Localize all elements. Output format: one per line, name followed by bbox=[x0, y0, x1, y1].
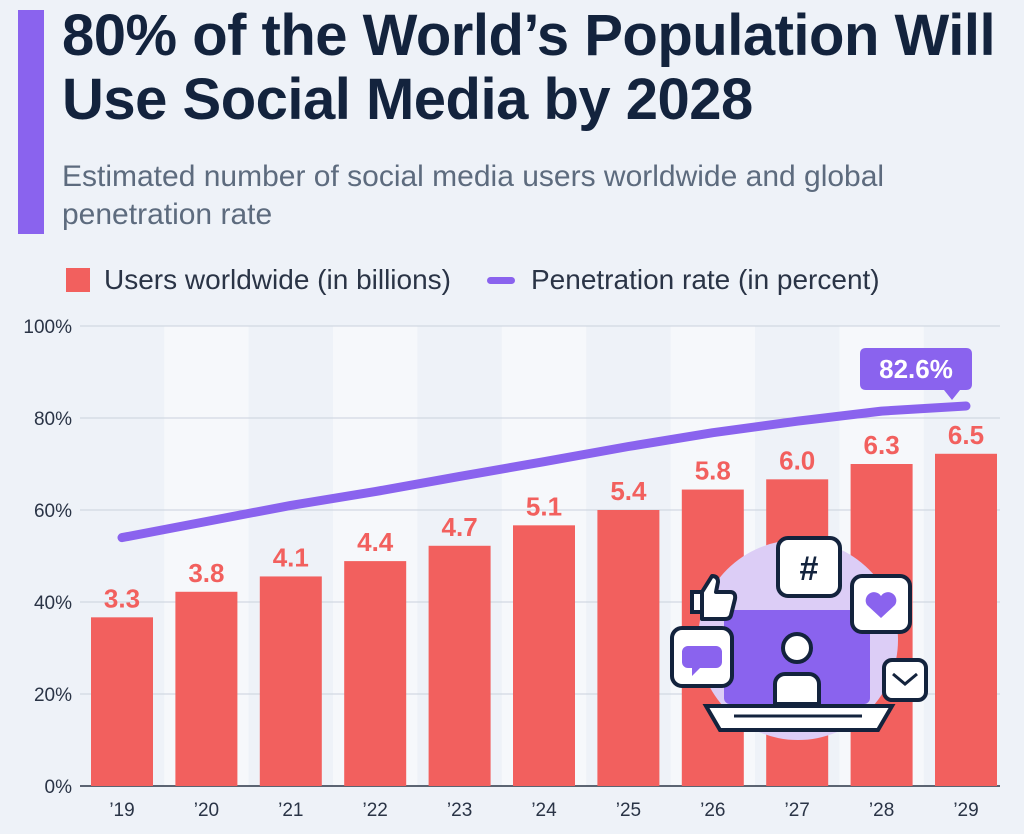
y-tick-label: 60% bbox=[34, 501, 72, 522]
bar bbox=[513, 525, 575, 786]
legend: Users worldwide (in billions) Penetratio… bbox=[66, 262, 880, 298]
bar bbox=[597, 510, 660, 786]
x-tick-label: ’29 bbox=[953, 800, 978, 821]
chat-icon bbox=[670, 626, 734, 688]
legend-swatch-bars bbox=[66, 268, 90, 292]
penetration-callout: 82.6% bbox=[860, 348, 972, 401]
bar bbox=[344, 561, 407, 786]
thumbs-up-icon bbox=[690, 574, 738, 621]
x-tick-label: ’27 bbox=[785, 800, 810, 821]
bar-value-label: 3.8 bbox=[188, 558, 224, 588]
bar-value-label: 4.4 bbox=[357, 527, 394, 557]
bar bbox=[428, 545, 491, 786]
bar bbox=[259, 576, 322, 786]
chart-area: 0% 20% 40% 60% 80% 100% 3.3 3.8 4.1 4.4 4.7 5.1 5.4… bbox=[23, 317, 1000, 821]
hashtag-icon: # bbox=[776, 536, 842, 598]
bar-value-label: 5.8 bbox=[695, 456, 731, 486]
y-tick-label: 40% bbox=[34, 593, 72, 614]
svg-text:#: # bbox=[800, 550, 819, 588]
penetration-rate-line bbox=[117, 401, 971, 543]
x-tick-label: ’19 bbox=[109, 800, 134, 821]
bar-value-label: 5.4 bbox=[610, 476, 647, 506]
x-tick-label: ’26 bbox=[700, 800, 725, 821]
callout-value: 82.6% bbox=[879, 354, 953, 384]
x-tick-label: ’24 bbox=[531, 800, 557, 821]
x-tick-label: ’25 bbox=[616, 800, 641, 821]
bar-value-label: 4.1 bbox=[273, 542, 309, 572]
social-media-illustration: # bbox=[670, 536, 928, 740]
x-tick-label: ’23 bbox=[447, 800, 472, 821]
y-axis-ticks: 0% 20% 40% 60% 80% 100% bbox=[23, 317, 72, 798]
x-tick-label: ’28 bbox=[869, 800, 894, 821]
bar-value-label: 6.3 bbox=[864, 430, 900, 460]
y-tick-label: 0% bbox=[45, 777, 73, 798]
bar-value-label: 6.0 bbox=[779, 445, 815, 475]
bar-value-label: 4.7 bbox=[442, 512, 478, 542]
laptop-base-icon bbox=[702, 704, 896, 732]
bar bbox=[91, 617, 153, 786]
bar-value-label: 6.5 bbox=[948, 420, 984, 450]
bar-value-label: 3.3 bbox=[104, 583, 140, 613]
title-accent-bar bbox=[18, 10, 44, 234]
y-tick-label: 20% bbox=[34, 685, 72, 706]
legend-label-line: Penetration rate (in percent) bbox=[531, 264, 880, 295]
callout-bubble bbox=[860, 348, 972, 401]
chart-title: 80% of the World’s Population Will Use S… bbox=[62, 3, 996, 132]
y-tick-label: 100% bbox=[23, 317, 72, 338]
x-tick-label: ’21 bbox=[278, 800, 303, 821]
y-tick-label: 80% bbox=[34, 409, 72, 430]
bar-labels: 3.3 3.8 4.1 4.4 4.7 5.1 5.4 5.8 6.0 6.3 6.5 bbox=[104, 420, 984, 614]
chart-subtitle: Estimated number of social media users w… bbox=[62, 160, 885, 231]
x-axis-ticks: ’19 ’20 ’21 ’22 ’23 ’24 ’25 ’26 ’27 ’28 ’29 bbox=[109, 800, 978, 821]
bar bbox=[935, 453, 997, 786]
legend-label-bars: Users worldwide (in billions) bbox=[104, 264, 451, 295]
heart-icon bbox=[850, 574, 912, 634]
bar-value-label: 5.1 bbox=[526, 491, 562, 521]
legend-swatch-line bbox=[487, 276, 515, 284]
bar bbox=[175, 591, 238, 786]
user-icon bbox=[773, 632, 821, 706]
mail-icon bbox=[882, 658, 928, 702]
x-tick-label: ’20 bbox=[194, 800, 219, 821]
x-tick-label: ’22 bbox=[363, 800, 388, 821]
